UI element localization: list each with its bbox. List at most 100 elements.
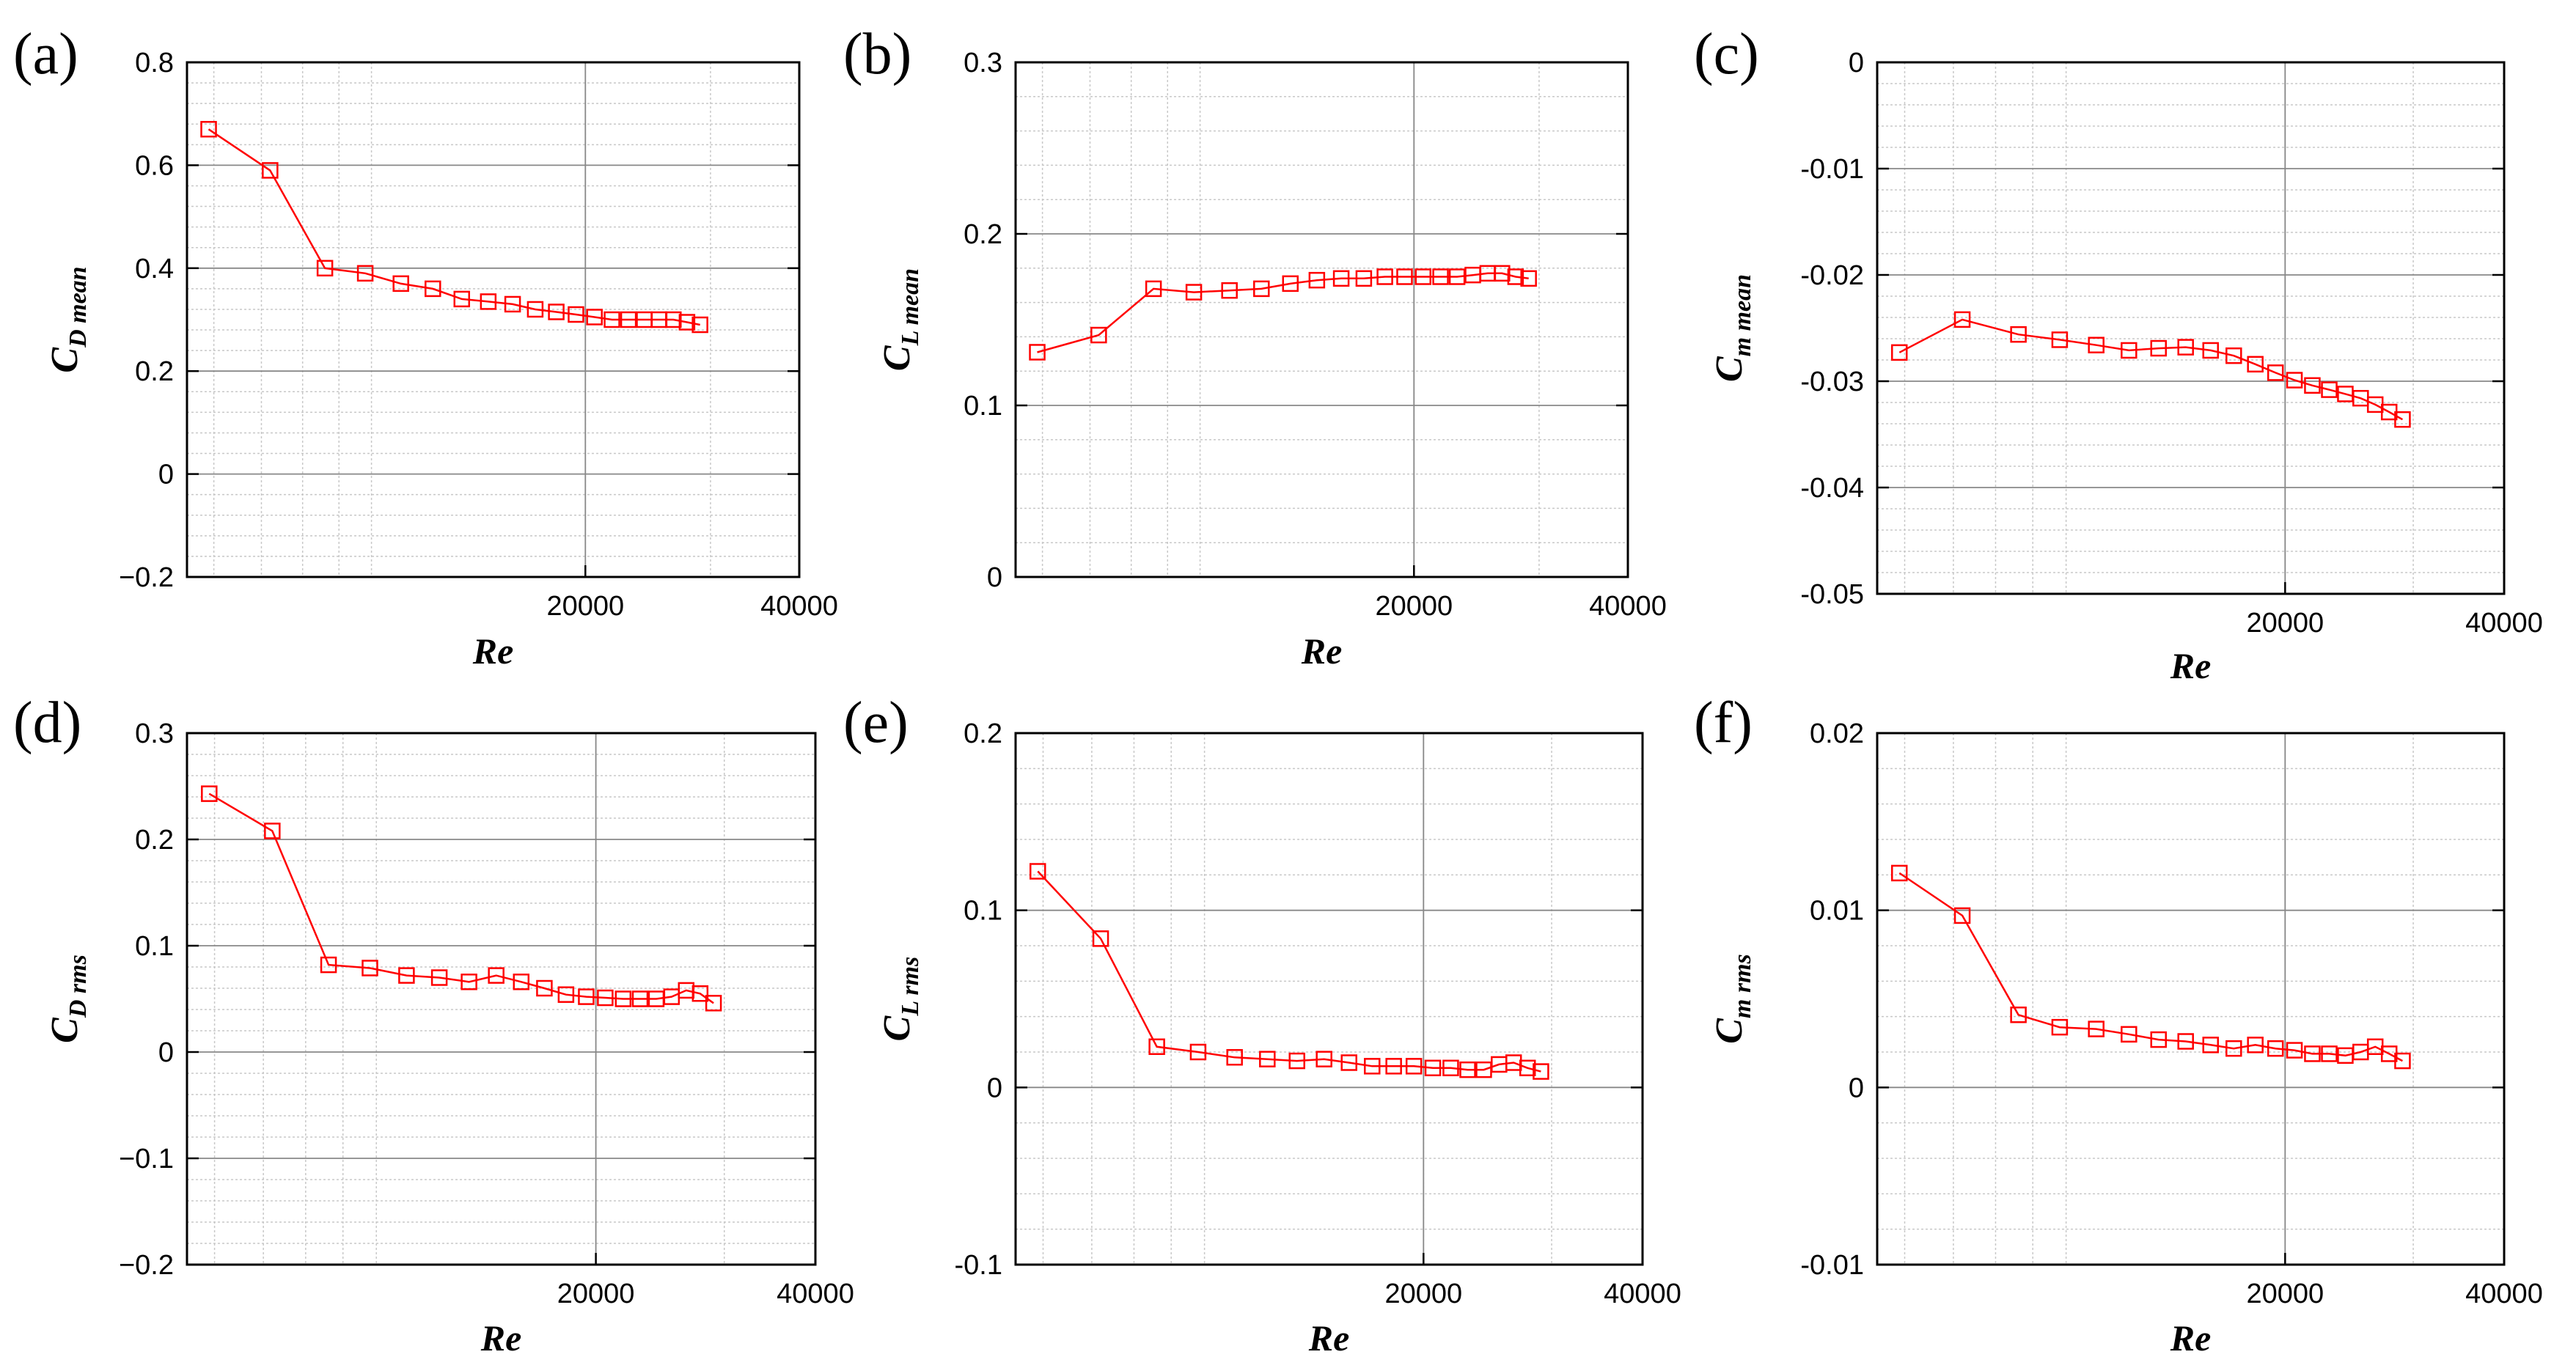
series-line [1037,272,1529,353]
chart-panel-3: -0.05 -0.04 -0.03 -0.02 -0.01 0 20000 40000 (c) C… [1694,22,2543,686]
data-point [597,989,614,1007]
data-point [1424,1059,1442,1076]
data-point [2150,339,2167,357]
x-tick-label: 20000 [2246,1279,2324,1309]
data-point [1253,280,1270,298]
data-point [1221,282,1238,299]
data-point [513,974,530,990]
data-point [691,316,708,334]
y-tick-label: −0.2 [119,562,174,593]
data-point [1355,270,1373,287]
y-tick-label: -0.02 [1800,260,1864,291]
data-point [1364,1058,1381,1075]
data-point [2177,339,2194,356]
y-tick-label: 0.2 [964,219,1002,250]
data-point [1185,284,1203,301]
plot-frame [186,61,801,578]
y-tick-label: -0.03 [1800,367,1864,397]
x-axis-title: Re [2170,1317,2212,1358]
data-point [316,260,334,277]
data-point [398,967,415,984]
data-point [1396,268,1413,285]
x-tick-label: 40000 [2465,608,2543,639]
data-point [1282,275,1299,293]
data-point [1533,1063,1549,1080]
y-tick-label: 0 [1849,48,1864,78]
data-point [1448,268,1466,285]
data-point [1459,1061,1476,1078]
x-axis-title: Re [480,1317,522,1358]
data-point [1891,344,1908,361]
y-tick-label: 0 [1849,1073,1864,1103]
panel-letter: (c) [1694,22,1759,87]
x-tick-label: 40000 [1604,1279,1681,1309]
data-point [2010,1007,2027,1023]
data-point [362,960,378,977]
data-point [1405,1058,1423,1075]
y-tick-label: 0.4 [135,254,174,284]
chart-panel-4: −0.2 −0.1 0 0.1 0.2 0.3 20000 40000 (d) CD rms Re [13,691,854,1358]
y-tick-label: 0.02 [1810,718,1864,749]
series-line [1037,870,1541,1073]
data-point [2286,1042,2303,1059]
data-point [678,314,696,331]
y-axis-title: CD rms [44,955,92,1043]
data-point [1891,864,1908,882]
data-point [631,990,649,1007]
x-tick-label: 20000 [557,1279,635,1309]
y-tick-label: 0.2 [964,718,1002,749]
data-point [665,311,682,328]
data-point [2225,347,2242,364]
data-point [620,311,637,328]
data-point [1953,311,1971,328]
data-point [1507,268,1524,285]
x-axis-title: Re [1308,1317,1350,1358]
data-point [526,301,544,318]
data-point [1030,863,1046,880]
panel-letter: (d) [13,691,81,755]
y-tick-label: −0.1 [119,1144,174,1174]
x-tick-label: 40000 [760,591,838,622]
data-point [2267,1040,2284,1057]
y-axis-title: Cm mean [1709,274,1756,382]
plot-frame [1876,732,2506,1266]
data-point [1332,270,1350,287]
plot-frame [1014,61,1629,578]
data-point [480,293,497,310]
data-point [536,979,553,997]
data-point [356,265,374,282]
y-tick-label: -0.1 [955,1250,1002,1281]
data-point [1259,1051,1276,1067]
data-point [488,967,504,984]
panel-letter: (f) [1694,691,1753,755]
data-point [320,956,337,974]
data-point [1029,344,1046,361]
data-point [1315,1051,1332,1067]
data-point [2088,1021,2105,1037]
chart-panel-1: −0.2 0 0.2 0.4 0.6 0.8 20000 40000 (a) CD mean Re [13,22,838,672]
chart-panel-6: -0.01 0 0.01 0.02 20000 40000 (f) Cm rms Re [1694,691,2543,1358]
y-tick-label: 0.01 [1810,896,1864,927]
y-axis-title: CL rms [876,957,924,1042]
data-point [2177,1033,2194,1050]
data-point [2247,1037,2264,1053]
data-point [1376,268,1393,285]
series-line [1898,318,2404,421]
series-line [1898,872,2403,1062]
y-tick-label: 0.1 [135,931,174,962]
x-tick-label: 40000 [2465,1279,2543,1309]
data-point [201,785,218,802]
y-tick-label: 0.6 [135,150,174,181]
data-point [1432,268,1449,285]
data-point [1519,1059,1536,1076]
data-point [392,275,409,293]
panel-letter: (e) [843,691,909,755]
y-tick-label: 0.3 [964,48,1002,78]
y-tick-label: 0 [158,460,174,490]
x-tick-label: 20000 [546,591,624,622]
data-point [2202,342,2219,359]
x-tick-label: 20000 [1375,591,1453,622]
data-point [460,974,477,990]
data-point [1145,280,1162,298]
data-point [2247,356,2264,373]
